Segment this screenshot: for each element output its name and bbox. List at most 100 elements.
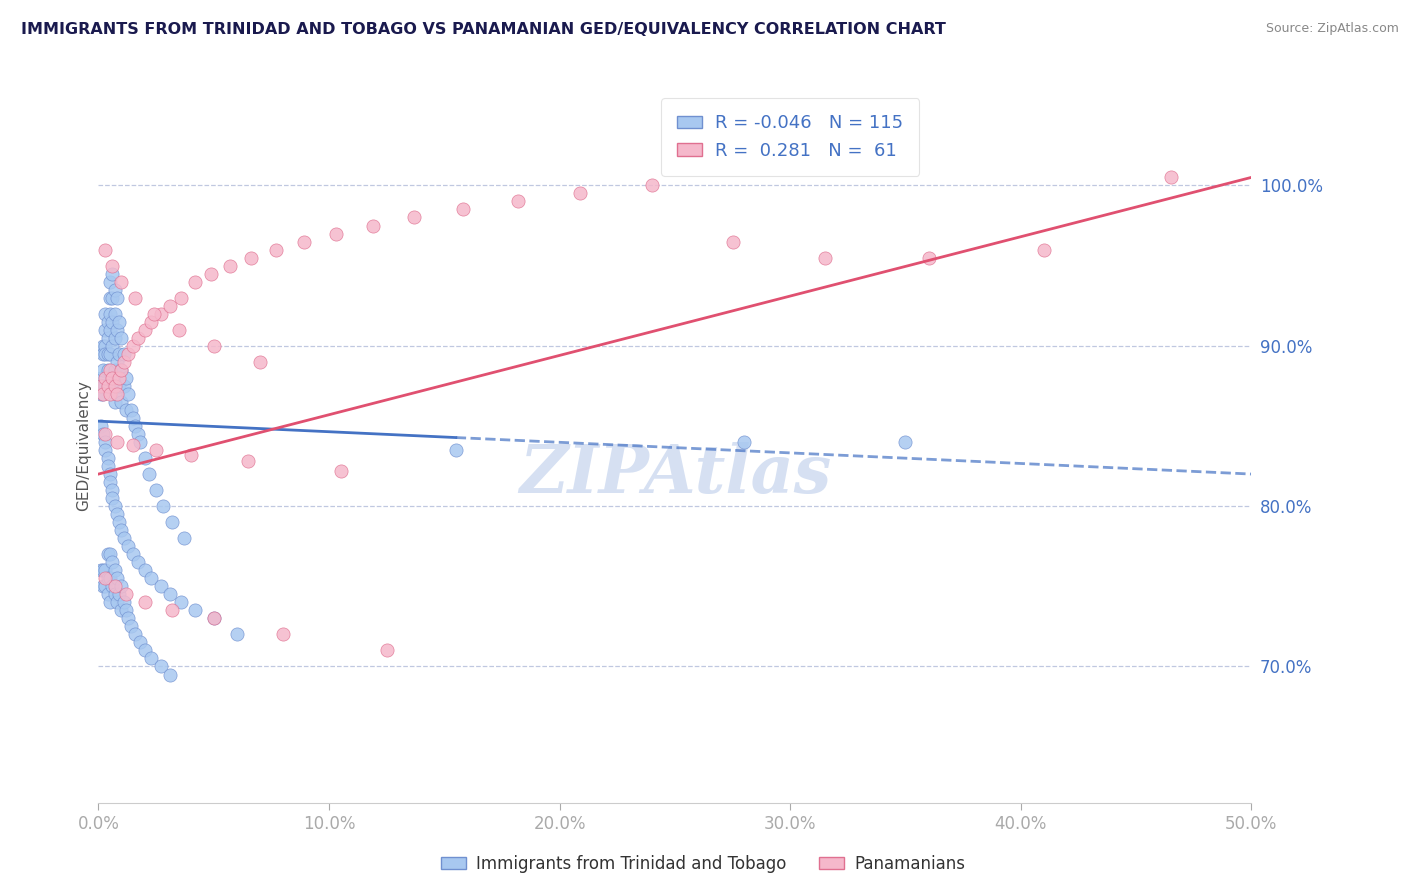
Point [105, 387, 128, 401]
Point [103, 379, 125, 393]
Point [129, 435, 152, 450]
Point [108, 515, 131, 529]
Point [134, 323, 156, 337]
Point [110, 275, 132, 289]
Point [142, 307, 165, 321]
Point [97, 363, 120, 377]
Point [94, 427, 117, 442]
Point [160, 515, 183, 529]
Point [101, 579, 124, 593]
Point [91, 339, 114, 353]
Point [108, 315, 131, 329]
Point [108, 371, 131, 385]
Point [94, 442, 117, 457]
Text: ZIPAtlas: ZIPAtlas [519, 442, 831, 507]
Point [101, 555, 124, 569]
Point [90, 371, 112, 385]
Point [264, 243, 287, 257]
Point [98, 467, 121, 481]
Point [159, 299, 181, 313]
Point [120, 619, 142, 633]
Point [361, 219, 384, 233]
Point [180, 448, 202, 462]
Point [117, 387, 139, 401]
Point [97, 331, 120, 345]
Point [122, 438, 145, 452]
Point [97, 587, 120, 601]
Point [94, 307, 117, 321]
Point [404, 211, 426, 225]
Point [103, 363, 125, 377]
Point [184, 275, 207, 289]
Point [110, 363, 132, 377]
Point [98, 475, 121, 489]
Legend: R = -0.046   N = 115, R =  0.281   N =  61: R = -0.046 N = 115, R = 0.281 N = 61 [661, 98, 920, 176]
Point [105, 507, 128, 521]
Point [160, 603, 183, 617]
Point [94, 347, 117, 361]
Point [103, 499, 125, 513]
Point [103, 395, 125, 409]
Point [112, 379, 135, 393]
Point [917, 251, 939, 265]
Point [110, 523, 132, 537]
Point [103, 563, 125, 577]
Point [103, 331, 125, 345]
Point [94, 563, 117, 577]
Point [159, 587, 181, 601]
Point [90, 563, 112, 577]
Point [149, 307, 172, 321]
Point [115, 587, 138, 601]
Point [94, 371, 117, 385]
Point [98, 547, 121, 561]
Point [112, 531, 135, 545]
Point [124, 419, 146, 434]
Point [152, 499, 174, 513]
Point [101, 371, 124, 385]
Point [184, 603, 207, 617]
Point [110, 579, 132, 593]
Point [112, 595, 135, 609]
Point [170, 595, 193, 609]
Point [149, 659, 172, 673]
Point [814, 251, 837, 265]
Point [173, 531, 195, 545]
Point [115, 371, 138, 385]
Point [134, 563, 156, 577]
Point [110, 363, 132, 377]
Point [117, 539, 139, 553]
Point [105, 291, 128, 305]
Point [138, 467, 160, 481]
Point [98, 323, 121, 337]
Point [325, 227, 347, 241]
Point [202, 611, 225, 625]
Point [94, 323, 117, 337]
Point [641, 178, 664, 193]
Point [105, 323, 128, 337]
Legend: Immigrants from Trinidad and Tobago, Panamanians: Immigrants from Trinidad and Tobago, Pan… [434, 848, 972, 880]
Point [149, 579, 172, 593]
Point [238, 454, 260, 468]
Point [97, 571, 120, 585]
Point [141, 651, 163, 665]
Point [141, 315, 163, 329]
Point [101, 371, 124, 385]
Point [98, 347, 121, 361]
Point [292, 235, 315, 249]
Point [159, 667, 181, 681]
Point [103, 579, 125, 593]
Point [98, 363, 121, 377]
Point [108, 347, 131, 361]
Point [127, 331, 149, 345]
Point [101, 259, 124, 273]
Point [200, 267, 222, 281]
Point [90, 379, 112, 393]
Point [97, 450, 120, 465]
Point [141, 571, 163, 585]
Text: Source: ZipAtlas.com: Source: ZipAtlas.com [1265, 22, 1399, 36]
Point [103, 587, 125, 601]
Point [101, 267, 124, 281]
Point [145, 483, 167, 497]
Point [91, 387, 114, 401]
Point [97, 379, 120, 393]
